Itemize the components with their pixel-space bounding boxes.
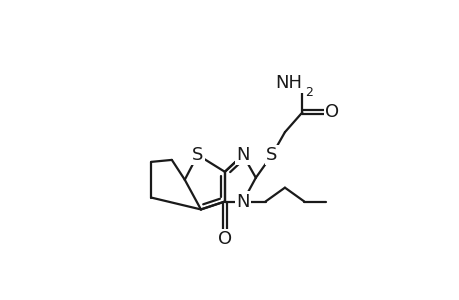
Text: S: S (266, 146, 277, 164)
Text: S: S (191, 146, 203, 164)
Text: N: N (235, 146, 249, 164)
Text: 2: 2 (304, 86, 312, 99)
Text: N: N (235, 193, 249, 211)
Text: O: O (217, 230, 231, 248)
Text: O: O (325, 103, 339, 122)
Text: NH: NH (275, 74, 302, 92)
